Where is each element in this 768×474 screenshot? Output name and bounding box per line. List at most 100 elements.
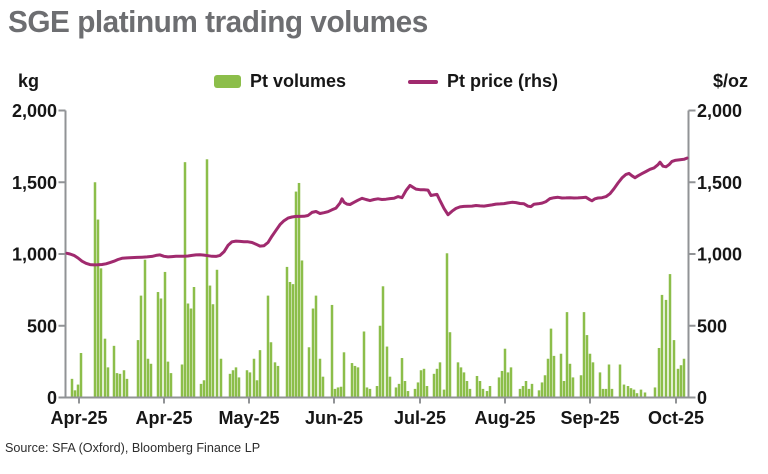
price-legend-label: Pt price (rhs) [447, 71, 559, 91]
x-axis-tick-label: Jun-25 [305, 408, 363, 428]
volume-bar [385, 346, 389, 398]
volume-bar [485, 391, 489, 398]
volume-bar [626, 386, 630, 398]
left-axis-tick-label: 2,000 [12, 101, 57, 121]
volume-bar [488, 386, 492, 398]
volume-bar [403, 381, 407, 398]
legend-row: kg Pt volumes Pt price (rhs) $/oz [0, 68, 768, 94]
volume-bar [136, 340, 140, 398]
volume-bar [330, 304, 334, 398]
volume-bar [664, 299, 668, 398]
volume-bar [237, 377, 241, 398]
volume-bar [146, 358, 150, 398]
left-axis-tick-label: 0 [47, 388, 57, 408]
volume-bar [228, 373, 232, 398]
volume-bar [183, 162, 187, 398]
volume-bar [442, 389, 446, 398]
volume-bar [425, 386, 429, 398]
volume-bar [163, 271, 167, 398]
volume-bar [456, 362, 460, 398]
volume-bar [202, 380, 206, 398]
volume-bar [521, 386, 525, 398]
volume-bar [79, 353, 83, 398]
legend-item-price: Pt price (rhs) [408, 71, 558, 92]
x-axis-tick-label: Oct-25 [648, 408, 704, 428]
volume-bar [297, 182, 301, 398]
volume-bar [400, 358, 404, 398]
volume-bar [336, 387, 340, 398]
volume-bar [318, 358, 322, 398]
x-axis-tick-label: Sep-25 [560, 408, 619, 428]
volume-bar [530, 383, 534, 398]
volume-bar [601, 388, 605, 398]
volume-bar [475, 375, 479, 398]
volume-bar [115, 373, 119, 398]
volumes-swatch-icon [214, 75, 241, 88]
volume-bar [149, 363, 153, 398]
volume-bar [356, 367, 360, 398]
volume-bar [524, 381, 528, 398]
volume-bar [632, 389, 636, 398]
volume-bar [388, 376, 392, 398]
volume-bar [559, 353, 563, 398]
volume-bar [481, 388, 485, 398]
volume-bar [180, 364, 184, 398]
volume-bar [186, 303, 190, 398]
volume-bar [653, 387, 657, 398]
volume-bar [571, 377, 575, 398]
volume-bar [676, 368, 680, 398]
volume-bar [169, 373, 173, 398]
x-axis-tick-label: Aug-25 [474, 408, 535, 428]
volume-bar [96, 219, 100, 398]
right-axis-unit: $/oz [712, 71, 748, 91]
legend-item-volumes: Pt volumes [214, 71, 346, 92]
volume-bar [465, 381, 469, 398]
volume-bar [252, 358, 256, 398]
volume-bar [679, 365, 683, 398]
volume-bar [159, 298, 163, 398]
volume-bar [527, 388, 531, 398]
volume-bar [394, 387, 398, 398]
volume-bar [518, 388, 522, 398]
x-axis-tick-label: Apr-25 [50, 408, 107, 428]
volume-bar [585, 335, 589, 398]
volume-bar [448, 332, 452, 398]
volume-bar [588, 353, 592, 398]
volume-bar [622, 384, 626, 398]
volume-bar [432, 373, 436, 398]
volume-bar [406, 391, 410, 398]
volume-bar [378, 325, 382, 398]
volume-bar [288, 281, 292, 398]
left-axis-tick-label: 1,000 [12, 245, 57, 265]
volume-bar [353, 365, 357, 398]
volume-bar [234, 367, 238, 398]
volume-bar [682, 358, 686, 398]
volume-bar [635, 393, 639, 398]
volume-bar [118, 373, 122, 398]
volume-bar [255, 380, 259, 398]
volume-bar [219, 358, 223, 398]
right-axis-tick-label: 500 [697, 316, 727, 336]
volume-bar [629, 388, 633, 398]
volume-bar [208, 285, 212, 398]
volume-bar [478, 381, 482, 398]
volume-bar [166, 361, 170, 398]
volume-bar [276, 365, 280, 398]
volume-bar [660, 294, 664, 398]
volume-bar [598, 372, 602, 398]
volumes-legend-label: Pt volumes [250, 71, 347, 91]
x-axis-tick-label: Jul-25 [394, 408, 446, 428]
volume-bar [245, 370, 249, 398]
volume-bar [381, 286, 385, 398]
volume-bar [199, 383, 203, 398]
volume-bar [122, 370, 126, 398]
volume-bar [419, 370, 423, 398]
volume-bar [416, 382, 420, 398]
volume-bar [73, 390, 77, 398]
volume-bar [459, 367, 463, 398]
volume-bar [103, 338, 107, 398]
volume-bar [579, 375, 583, 398]
volume-bar [321, 376, 325, 398]
volume-bar [362, 331, 366, 398]
